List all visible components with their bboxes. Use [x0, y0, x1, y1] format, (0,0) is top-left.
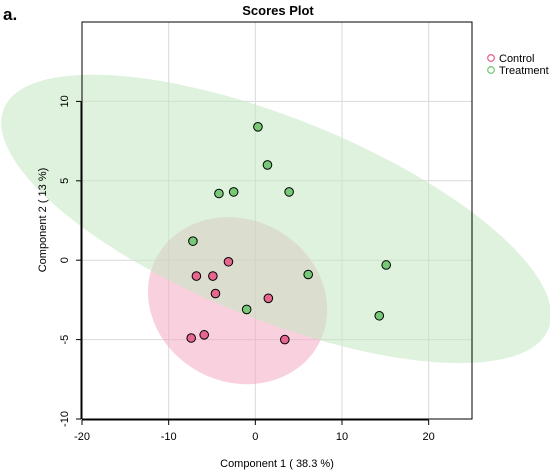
treatment-ellipse	[1, 74, 550, 364]
treatment-point	[188, 236, 198, 246]
treatment-point	[253, 122, 263, 132]
control-point	[191, 271, 202, 281]
x-tick-label: 10	[336, 431, 348, 443]
x-axis-label: Component 1 ( 38.3 %)	[220, 458, 334, 470]
panel-label: a.	[3, 5, 17, 24]
control-legend-label: Control	[499, 53, 534, 65]
chart-title: Scores Plot	[242, 3, 314, 18]
treatment-legend-marker	[487, 66, 495, 74]
control-point	[210, 288, 221, 299]
treatment-point	[228, 187, 239, 197]
treatment-point	[284, 187, 294, 197]
treatment-point	[303, 269, 314, 280]
control-point	[208, 271, 218, 281]
treatment-point	[262, 160, 273, 170]
score-points	[186, 122, 392, 345]
treatment-point	[214, 188, 224, 199]
control-point	[280, 334, 290, 345]
treatment-legend-label: Treatment	[499, 65, 549, 77]
y-tick-label: 10	[59, 95, 71, 107]
plot-frame	[81, 21, 473, 420]
control-legend-marker	[487, 54, 495, 62]
x-tick-label: -20	[74, 431, 90, 443]
x-tick-label: 20	[423, 431, 435, 443]
x-tick-label: 0	[252, 431, 258, 443]
control-point	[263, 293, 274, 304]
x-tick-label: -10	[161, 431, 177, 443]
treatment-point	[241, 304, 252, 315]
control-point	[223, 256, 234, 267]
y-tick-label: 0	[59, 257, 71, 263]
y-axis-label: Component 2 ( 13 %)	[37, 168, 49, 273]
treatment-point	[381, 260, 392, 270]
y-tick-label: -5	[59, 335, 71, 345]
treatment-point	[374, 310, 385, 321]
y-tick-label: -10	[59, 411, 71, 427]
x-axis: -20 -10 0 10 20	[74, 419, 435, 443]
y-tick-label: 5	[59, 178, 71, 184]
control-point	[199, 330, 209, 340]
control-point	[186, 333, 196, 343]
y-axis: -10 -5 0 5 10	[59, 95, 82, 427]
